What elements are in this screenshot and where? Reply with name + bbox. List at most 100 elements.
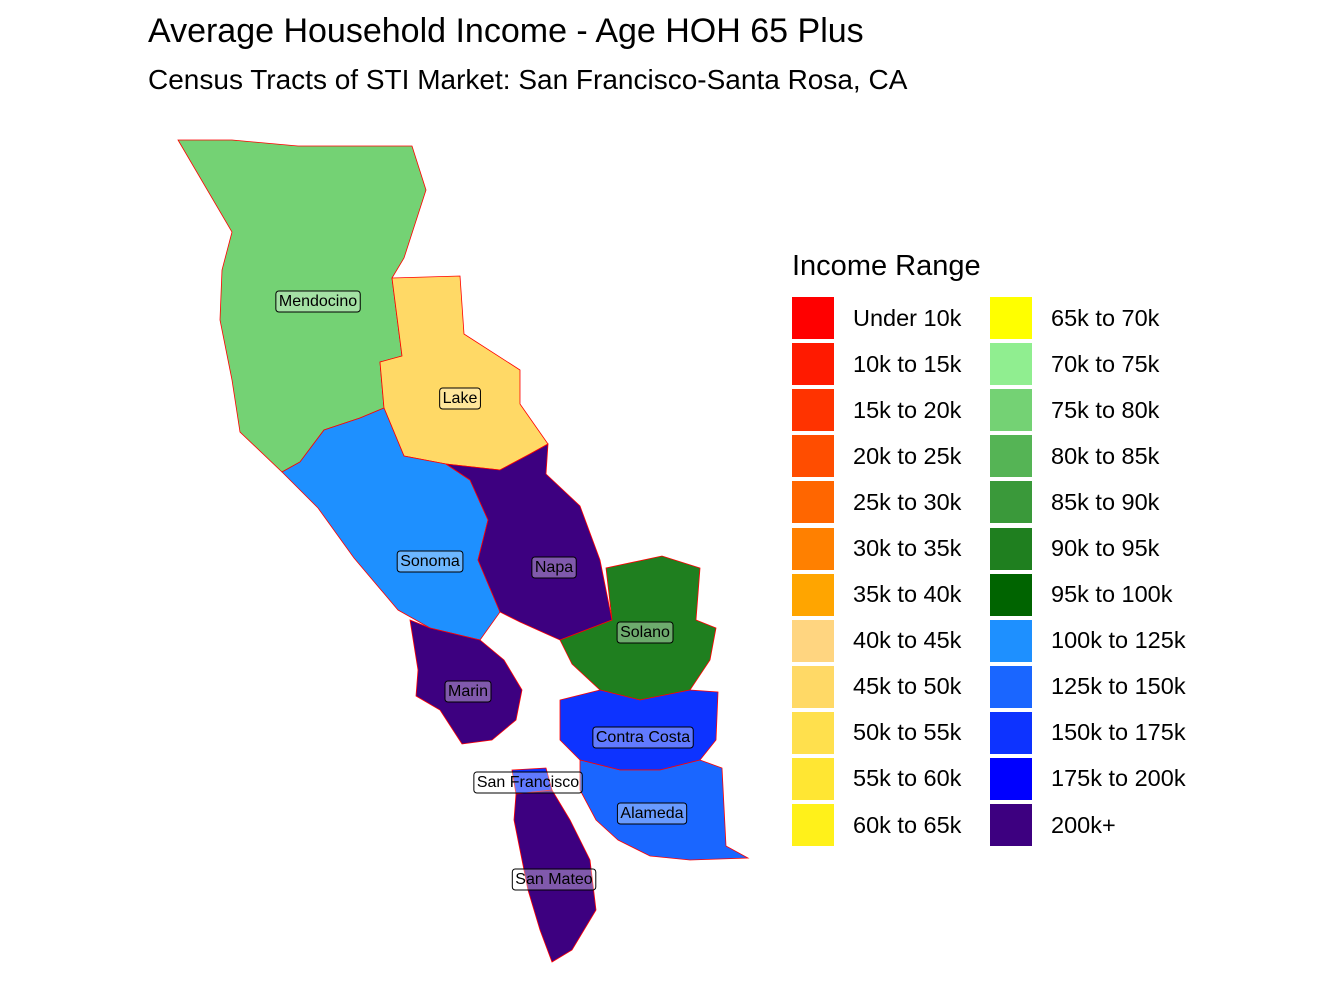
county-label-marin: Marin xyxy=(444,680,492,703)
county-label-text: Mendocino xyxy=(279,293,357,310)
county-label-napa: Napa xyxy=(531,556,577,579)
county-label-box xyxy=(511,868,597,891)
county-marin xyxy=(409,619,523,745)
county-label-text: Solano xyxy=(620,624,670,641)
legend-item: 95k to 100k xyxy=(990,572,1188,618)
legend-item: 175k to 200k xyxy=(990,756,1188,802)
legend-item: 40k to 45k xyxy=(792,618,990,664)
county-label-box xyxy=(616,621,674,644)
legend-swatch xyxy=(792,573,834,616)
legend-swatch xyxy=(792,665,834,708)
county-shapes xyxy=(177,139,750,963)
county-label-box xyxy=(396,550,464,573)
legend-label: Under 10k xyxy=(853,304,962,331)
legend-title: Income Range xyxy=(792,250,981,282)
county-label-box xyxy=(592,726,694,749)
legend-column: 65k to 70k 70k to 75k 75k to 80k 80k to 85k… xyxy=(990,295,1188,848)
legend-label: 75k to 80k xyxy=(1051,396,1160,423)
legend-label: 125k to 150k xyxy=(1051,673,1186,700)
county-label-box xyxy=(531,556,577,579)
county-label-lake: Lake xyxy=(439,387,481,410)
county-lake xyxy=(379,275,549,471)
legend-swatch xyxy=(792,435,834,478)
legend-label: 100k to 125k xyxy=(1051,627,1186,654)
legend-swatch xyxy=(990,757,1032,800)
legend-item: 55k to 60k xyxy=(792,756,990,802)
legend-swatch xyxy=(792,711,834,754)
legend-swatch xyxy=(990,343,1032,386)
legend-item: 70k to 75k xyxy=(990,341,1188,387)
county-label-contra-costa: Contra Costa xyxy=(592,726,694,749)
county-label-text: San Mateo xyxy=(515,871,592,888)
county-label-mendocino: Mendocino xyxy=(275,290,361,313)
legend-swatch xyxy=(792,389,834,432)
legend-item: 75k to 80k xyxy=(990,387,1188,433)
legend-label: 70k to 75k xyxy=(1051,350,1160,377)
legend-swatch xyxy=(990,711,1032,754)
legend-item: 50k to 55k xyxy=(792,710,990,756)
legend-label: 65k to 70k xyxy=(1051,304,1160,331)
legend-label: 25k to 30k xyxy=(853,488,962,515)
legend-item: 125k to 150k xyxy=(990,664,1188,710)
legend-label: 10k to 15k xyxy=(853,350,962,377)
legend-swatch xyxy=(792,619,834,662)
legend-label: 80k to 85k xyxy=(1051,442,1160,469)
legend-label: 55k to 60k xyxy=(853,765,962,792)
legend-item: 20k to 25k xyxy=(792,433,990,479)
county-label-text: Sonoma xyxy=(400,553,460,570)
legend-item: Under 10k xyxy=(792,295,990,341)
legend-item: 10k to 15k xyxy=(792,341,990,387)
legend-label: 30k to 35k xyxy=(853,535,962,562)
legend-item: 80k to 85k xyxy=(990,433,1188,479)
county-label-sonoma: Sonoma xyxy=(396,550,464,573)
legend-swatch xyxy=(792,481,834,524)
legend-item: 30k to 35k xyxy=(792,525,990,571)
legend-label: 95k to 100k xyxy=(1051,581,1173,608)
legend-swatch xyxy=(990,297,1032,340)
legend-item: 85k to 90k xyxy=(990,479,1188,525)
legend-swatch xyxy=(990,435,1032,478)
county-labels: Mendocino Lake Sonoma Napa Solano Marin Contra… xyxy=(275,290,694,891)
legend-label: 45k to 50k xyxy=(853,673,962,700)
county-label-box xyxy=(616,802,688,825)
legend-column: Under 10k 10k to 15k 15k to 20k 20k to 25k 2… xyxy=(792,295,990,848)
county-label-text: Lake xyxy=(443,390,478,407)
legend-swatch xyxy=(990,804,1032,847)
legend-label: 60k to 65k xyxy=(853,811,962,838)
legend-columns: Under 10k 10k to 15k 15k to 20k 20k to 25k 2… xyxy=(792,295,1188,848)
legend-label: 175k to 200k xyxy=(1051,765,1186,792)
legend-item: 35k to 40k xyxy=(792,572,990,618)
county-label-box xyxy=(275,290,361,313)
legend-swatch xyxy=(990,665,1032,708)
legend-swatch xyxy=(990,481,1032,524)
county-label-san-francisco: San Francisco xyxy=(473,771,583,794)
legend-swatch xyxy=(792,297,834,340)
legend-swatch xyxy=(990,389,1032,432)
county-label-box xyxy=(444,680,492,703)
legend-swatch xyxy=(990,619,1032,662)
legend-item: 90k to 95k xyxy=(990,525,1188,571)
county-label-box xyxy=(439,387,481,410)
legend-item: 45k to 50k xyxy=(792,664,990,710)
legend-item: 65k to 70k xyxy=(990,295,1188,341)
legend-item: 100k to 125k xyxy=(990,618,1188,664)
legend-swatch xyxy=(990,527,1032,570)
legend: Income Range Under 10k 10k to 15k 15k to 2… xyxy=(792,250,1188,848)
legend-item: 15k to 20k xyxy=(792,387,990,433)
map-title: Average Household Income - Age HOH 65 Pl… xyxy=(148,12,864,50)
county-label-text: Contra Costa xyxy=(596,729,690,746)
legend-swatch xyxy=(792,343,834,386)
county-label-text: San Francisco xyxy=(477,774,579,791)
legend-label: 150k to 175k xyxy=(1051,719,1186,746)
county-label-text: Napa xyxy=(535,559,573,576)
legend-item: 200k+ xyxy=(990,802,1188,848)
legend-item: 60k to 65k xyxy=(792,802,990,848)
legend-label: 15k to 20k xyxy=(853,396,962,423)
county-label-text: Alameda xyxy=(620,805,683,822)
legend-swatch xyxy=(792,527,834,570)
legend-label: 90k to 95k xyxy=(1051,535,1160,562)
county-alameda xyxy=(579,759,750,861)
legend-swatch xyxy=(792,804,834,847)
county-contra-costa xyxy=(559,689,719,771)
legend-label: 50k to 55k xyxy=(853,719,962,746)
